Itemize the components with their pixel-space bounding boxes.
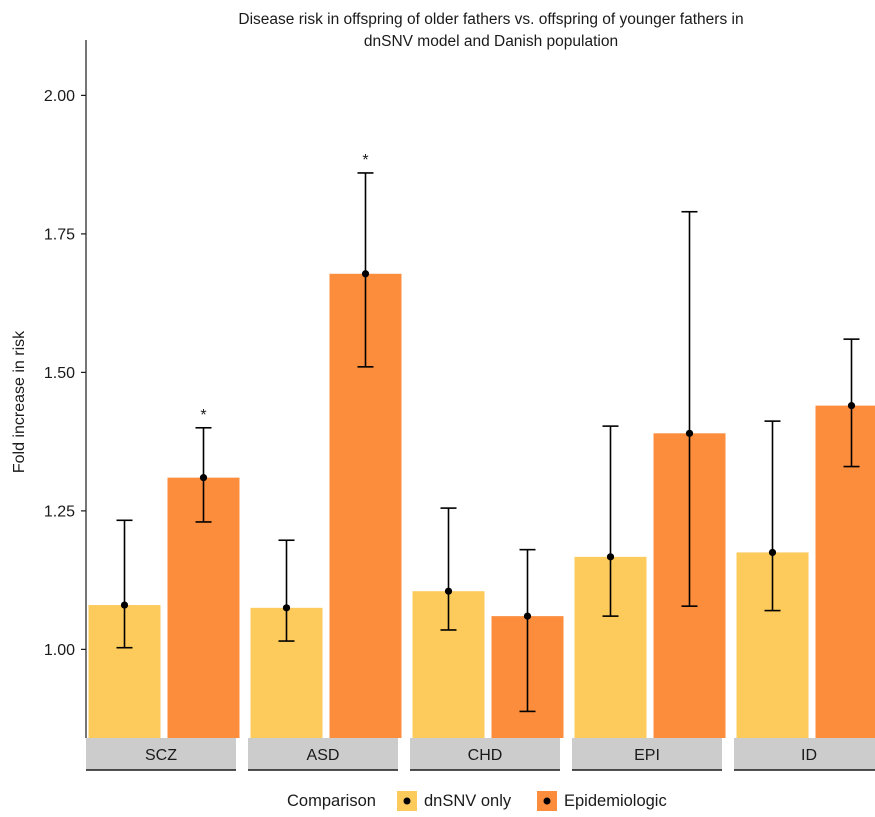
error-bar — [519, 548, 536, 713]
panel-id: ID — [734, 338, 875, 771]
point-estimate — [361, 270, 370, 278]
point-estimate — [199, 474, 208, 482]
facet-label: ID — [801, 747, 817, 764]
legend-label: Epidemiologic — [564, 792, 667, 810]
facet-strip — [86, 738, 236, 770]
y-tick-label: 2.00 — [44, 88, 75, 105]
panel-chd: CHD — [410, 507, 564, 771]
facet-strip — [572, 738, 722, 770]
error-bar — [681, 210, 698, 607]
panels: * SCZ * ASD CHD EPI ID — [86, 152, 875, 771]
point-estimate — [120, 601, 129, 609]
facet-label: CHD — [468, 747, 503, 764]
error-bar — [116, 519, 133, 649]
error-bar — [440, 507, 457, 631]
facet-strip — [734, 738, 875, 770]
legend-point — [403, 797, 411, 805]
error-bar — [602, 425, 619, 617]
y-tick-label: 1.50 — [44, 365, 75, 382]
point-estimate — [768, 548, 777, 557]
y-tick-label: 1.75 — [44, 226, 75, 243]
facet-label: EPI — [634, 747, 660, 764]
significance-marker: * — [200, 407, 206, 424]
panel-asd: * ASD — [248, 152, 402, 771]
y-tick-label: 1.25 — [44, 503, 75, 520]
error-bar — [764, 420, 781, 612]
facet-label: SCZ — [145, 747, 177, 764]
point-estimate — [685, 429, 694, 437]
panel-epi: EPI — [572, 210, 726, 771]
facet-strip — [410, 738, 560, 770]
panel-scz: * SCZ — [86, 407, 240, 771]
error-bar — [357, 172, 374, 368]
point-estimate — [847, 402, 856, 410]
significance-marker: * — [362, 152, 368, 169]
y-tick-label: 1.00 — [44, 642, 75, 659]
y-ticks: 1.00 1.25 1.50 1.75 2.00 — [44, 88, 86, 659]
facet-label: ASD — [307, 747, 340, 764]
legend: Comparison dnSNV only Epidemiologic — [287, 791, 667, 811]
chart-title-line-1: Disease risk in offspring of older fathe… — [238, 11, 743, 28]
legend-title: Comparison — [287, 792, 376, 810]
point-estimate — [444, 587, 453, 595]
point-estimate — [606, 553, 615, 561]
y-axis-label: Fold increase in risk — [11, 330, 28, 473]
chart-title-line-2: dnSNV model and Danish population — [364, 33, 618, 50]
legend-point — [543, 797, 551, 805]
error-bar — [278, 539, 295, 642]
point-estimate — [523, 612, 532, 620]
bar-id-epidemiologic — [815, 405, 875, 738]
legend-item: dnSNV only — [397, 791, 512, 811]
point-estimate — [282, 604, 291, 612]
chart-title: Disease risk in offspring of older fathe… — [238, 11, 743, 50]
legend-label: dnSNV only — [424, 792, 512, 810]
legend-item: Epidemiologic — [537, 791, 667, 811]
facet-strip — [248, 738, 398, 770]
